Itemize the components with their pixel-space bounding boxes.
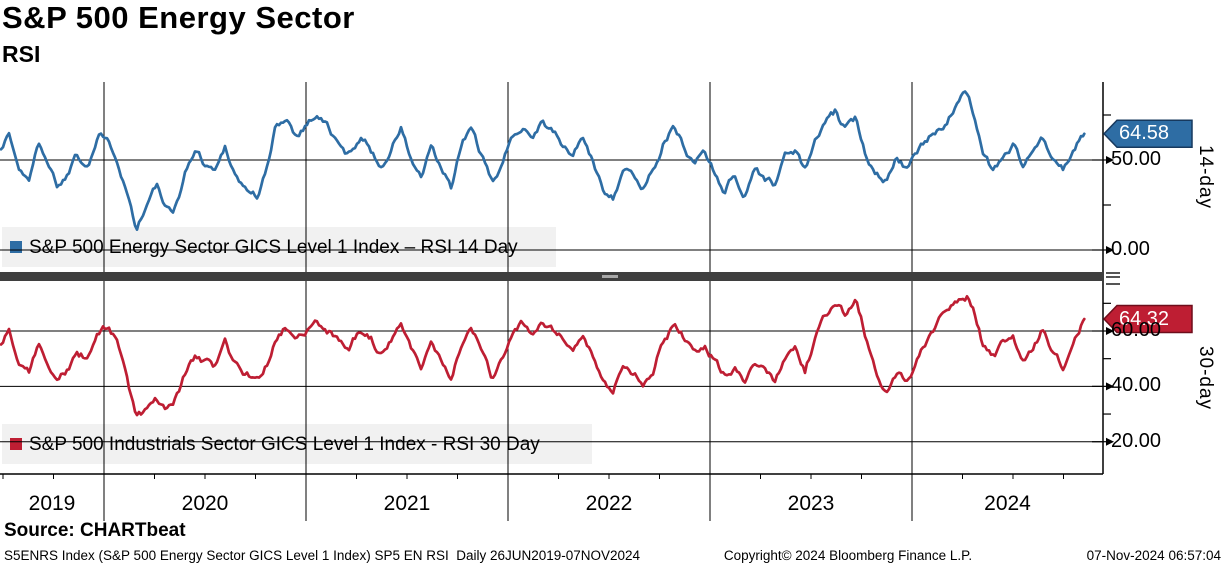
- panel-label-14day: 14-day: [1195, 144, 1216, 210]
- legend-rsi-14day[interactable]: S&P 500 Energy Sector GICS Level 1 Index…: [2, 227, 556, 267]
- x-axis-year-label: 2019: [28, 492, 76, 515]
- last-value-tag-14day: 64.58: [1119, 122, 1170, 145]
- panel-label-30day: 30-day: [1195, 345, 1216, 411]
- y-axis-tick-label: 50.00: [1111, 148, 1162, 170]
- last-value-tag-30day: 64.32: [1119, 307, 1170, 330]
- chart-title: S&P 500 Energy Sector: [2, 0, 355, 35]
- footer-timestamp: 07-Nov-2024 06:57:04: [1086, 548, 1221, 563]
- footer-ticker-info: S5ENRS Index (S&P 500 Energy Sector GICS…: [4, 548, 641, 563]
- x-axis-year-label: 2021: [383, 492, 431, 515]
- legend-rsi-30day[interactable]: S&P 500 Industrials Sector GICS Level 1 …: [2, 424, 592, 464]
- legend-swatch-red-icon: [10, 438, 22, 450]
- legend-label-14day: S&P 500 Energy Sector GICS Level 1 Index…: [29, 237, 518, 258]
- y-axis-tick-label: 20.00: [1111, 429, 1162, 452]
- footer-copyright: Copyright© 2024 Bloomberg Finance L.P.: [723, 548, 973, 563]
- chart-subtitle: RSI: [2, 41, 41, 67]
- y-axis-tick-label: 40.00: [1111, 374, 1162, 397]
- separator-handle-icon[interactable]: [1106, 272, 1120, 285]
- source-line: Source: CHARTbeat: [4, 520, 186, 541]
- y-axis-tick-label: 60.00: [1111, 319, 1162, 341]
- x-axis-year-label: 2022: [585, 492, 633, 515]
- legend-swatch-blue-icon: [10, 241, 22, 253]
- panel-separator[interactable]: [0, 272, 1103, 281]
- x-axis-year-label: 2023: [787, 492, 835, 515]
- x-axis-year-label: 2024: [984, 492, 1031, 515]
- y-axis-tick-label: 0.00: [1111, 238, 1150, 260]
- x-axis-year-label: 2020: [181, 492, 229, 515]
- separator-grip-icon[interactable]: [602, 275, 618, 278]
- legend-label-30day: S&P 500 Industrials Sector GICS Level 1 …: [29, 434, 540, 455]
